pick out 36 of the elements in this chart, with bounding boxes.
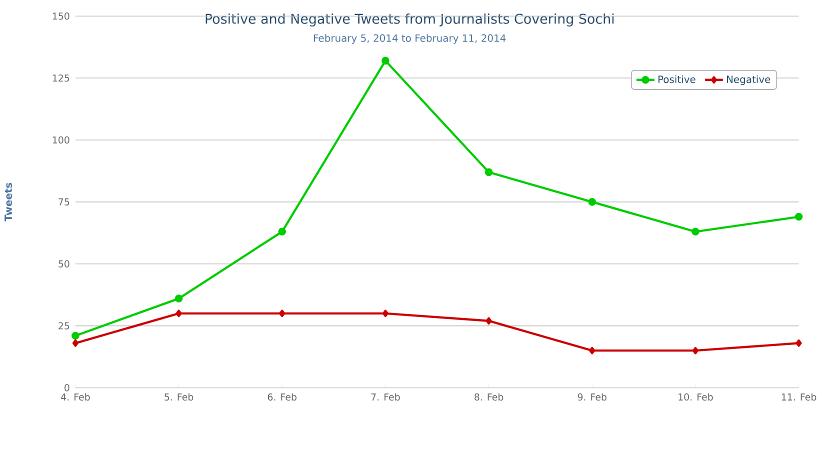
x-tick-label: 7. Feb xyxy=(371,393,400,401)
point xyxy=(692,228,700,236)
point xyxy=(176,310,182,318)
legend-label: Negative xyxy=(727,76,770,86)
y-tick-label: 100 xyxy=(52,136,70,144)
x-tick-label: 6. Feb xyxy=(268,393,296,401)
text: February 5, 2014 to February 11, 2014 xyxy=(314,34,506,44)
x-tick-label: 9. Feb xyxy=(578,393,606,401)
point xyxy=(796,340,802,348)
y-tick-label: 50 xyxy=(58,260,70,268)
x-tick-label: 10. Feb xyxy=(678,393,713,401)
point xyxy=(484,168,493,176)
legend-label: Positive xyxy=(658,76,696,84)
point xyxy=(382,57,390,65)
point xyxy=(589,347,596,354)
point xyxy=(278,228,286,236)
point xyxy=(279,310,286,318)
point xyxy=(692,347,698,354)
point xyxy=(382,310,388,318)
x-tick-label: 4. Feb xyxy=(61,393,90,401)
y-tick-label: 75 xyxy=(58,198,70,206)
point xyxy=(794,213,803,221)
point xyxy=(174,294,183,303)
point xyxy=(72,340,78,348)
chart-title: Positive and Negative Tweets from Journalists Covering Sochi xyxy=(206,14,614,27)
y-tick-label: 0 xyxy=(64,384,70,392)
y-axis-title: Tweets xyxy=(4,183,12,222)
x-tick-label: 11. Feb xyxy=(782,393,816,401)
x-tick-label: 5. Feb xyxy=(164,393,194,401)
point xyxy=(72,332,80,340)
y-tick-label: 125 xyxy=(52,74,70,82)
x-tick-label: 8. Feb xyxy=(474,393,504,401)
point xyxy=(588,198,596,206)
point xyxy=(486,317,492,325)
y-tick-label: 25 xyxy=(58,322,70,330)
y-tick-label: 150 xyxy=(52,12,70,20)
